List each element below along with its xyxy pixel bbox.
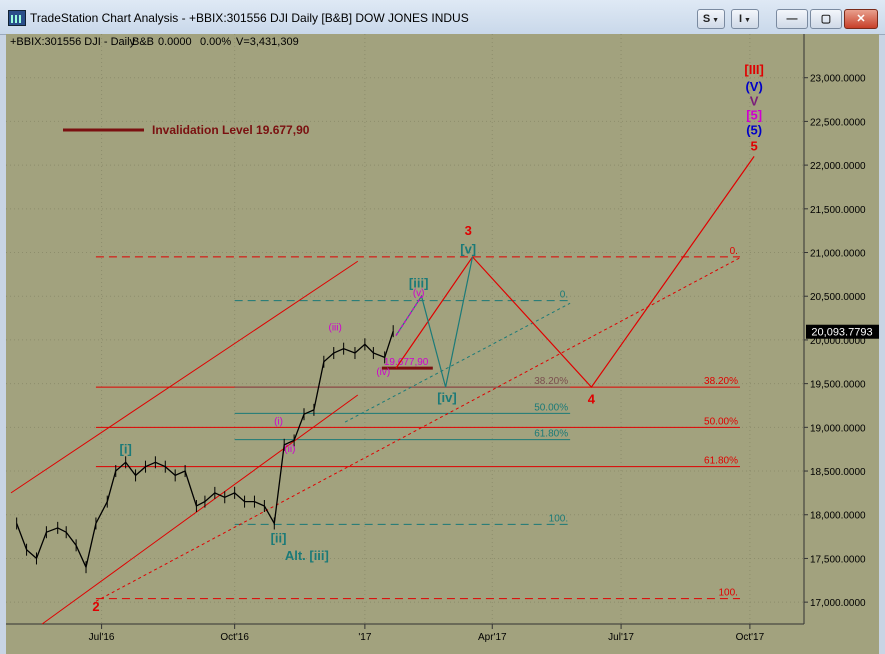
- time-axis-panel: [6, 624, 804, 654]
- channel-line: [95, 257, 741, 602]
- wave-label: [ii]: [271, 531, 287, 546]
- x-tick-label: Oct'16: [220, 632, 249, 643]
- y-tick-label: 19,500.0000: [810, 380, 866, 391]
- wave-label: 5: [751, 138, 758, 153]
- wave-label: (5): [746, 123, 762, 138]
- level-label: 0.: [730, 246, 738, 257]
- maximize-button[interactable]: ▢: [810, 9, 842, 29]
- level-label: 100.: [719, 588, 738, 599]
- price-line: [16, 330, 394, 570]
- symbol-info: +BBIX:301556 DJI - Daily: [10, 36, 136, 48]
- wave-label: (ii): [284, 444, 295, 455]
- price-chart[interactable]: +BBIX:301556 DJI - Daily B&B 0.0000 0.00…: [6, 34, 879, 654]
- wave-label: (iii): [328, 322, 341, 333]
- invalidation-level-label: 19.677,90: [384, 357, 429, 368]
- level-label: 50.00%: [534, 402, 568, 413]
- y-tick-label: 20,500.0000: [810, 292, 866, 303]
- y-tick-label: 21,000.0000: [810, 249, 866, 260]
- wave-label: [v]: [460, 241, 476, 256]
- wave-label: Alt. [iii]: [285, 548, 329, 563]
- level-label: 38.20%: [534, 376, 568, 387]
- x-tick-label: Oct'17: [736, 632, 765, 643]
- y-tick-label: 17,500.0000: [810, 554, 866, 565]
- level-label: 61.80%: [534, 429, 568, 440]
- y-tick-label: 22,500.0000: [810, 117, 866, 128]
- wave-label: [5]: [746, 108, 762, 123]
- price-axis-panel: [804, 34, 879, 654]
- wave-path: [395, 256, 474, 388]
- level-label: 100.: [549, 513, 568, 524]
- wave-label: (V): [745, 79, 762, 94]
- channel-line: [10, 260, 359, 494]
- wave-label: [III]: [744, 62, 764, 77]
- y-tick-label: 18,500.0000: [810, 467, 866, 478]
- indicator-pct: 0.00%: [200, 36, 231, 48]
- info-menu-button[interactable]: I ▼: [731, 9, 759, 29]
- axes: 23,000.0000 22,500.0000 22,000.0000 21,500.…: [89, 74, 866, 643]
- level-label: 61.80%: [704, 456, 738, 467]
- last-price-marker: [806, 324, 879, 339]
- x-tick-label: Jul'17: [608, 632, 634, 643]
- wave-label: [iv]: [437, 390, 457, 405]
- window-title: TradeStation Chart Analysis - +BBIX:3015…: [30, 11, 469, 25]
- last-price-label: 20,093.7793: [811, 327, 872, 339]
- y-tick-label: 20,000.0000: [810, 336, 866, 347]
- y-tick-label: 23,000.0000: [810, 74, 866, 85]
- wave-path: [395, 156, 755, 389]
- grid: [6, 34, 804, 624]
- y-tick-label: 21,500.0000: [810, 205, 866, 216]
- wave-label: (iv): [376, 367, 390, 378]
- wave-labels: 2 [i] [ii] Alt. [iii] (i) (ii) (iii) (iv) (v)[ii…: [92, 62, 764, 614]
- y-tick-label: 17,000.0000: [810, 598, 866, 609]
- wave-projections: [395, 156, 755, 389]
- plot-area: [6, 34, 804, 624]
- channel-line: [41, 394, 359, 625]
- level-label: 50.00%: [704, 416, 738, 427]
- volume-readout: V=3,431,309: [236, 36, 299, 48]
- wave-path: [395, 295, 423, 336]
- wave-label: 2: [92, 599, 99, 614]
- wave-label: 4: [588, 392, 596, 407]
- x-tick-label: Apr'17: [478, 632, 507, 643]
- price-series: [16, 325, 394, 574]
- wave-label: 3: [465, 223, 472, 238]
- wave-label: [iii]: [409, 275, 429, 290]
- wave-label: V: [750, 94, 759, 109]
- wave-label: (v): [413, 288, 425, 299]
- chart-app-icon: [8, 10, 26, 26]
- level-label: 0.: [560, 290, 568, 301]
- title-bar: TradeStation Chart Analysis - +BBIX:3015…: [0, 0, 885, 35]
- indicator-name: B&B: [132, 36, 154, 48]
- indicator-value: 0.0000: [158, 36, 192, 48]
- close-button[interactable]: ✕: [844, 9, 878, 29]
- invalidation-annotation: Invalidation Level 19.677,90: [152, 123, 310, 137]
- minimize-button[interactable]: —: [776, 9, 808, 29]
- x-tick-label: Jul'16: [89, 632, 115, 643]
- wave-label: [i]: [120, 442, 132, 457]
- fib-levels: 0. 38.20% 50.00% 61.80% 100. 0. 38.20% 50.00% 61…: [95, 246, 740, 600]
- y-tick-label: 19,000.0000: [810, 423, 866, 434]
- x-tick-label: '17: [358, 632, 371, 643]
- y-tick-label: 22,000.0000: [810, 161, 866, 172]
- wave-label: (i): [274, 417, 283, 428]
- level-label: 38.20%: [704, 376, 738, 387]
- symbol-menu-button[interactable]: S ▼: [697, 9, 725, 29]
- y-tick-label: 18,000.0000: [810, 511, 866, 522]
